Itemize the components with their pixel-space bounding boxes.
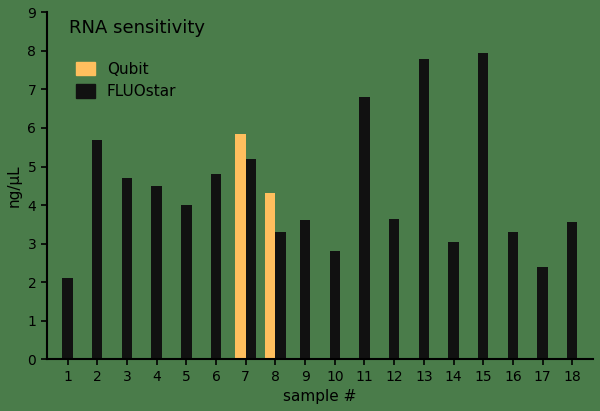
Bar	[275, 232, 286, 359]
Text: RNA sensitivity: RNA sensitivity	[68, 19, 205, 37]
X-axis label: sample #: sample #	[283, 389, 356, 404]
Bar	[538, 267, 548, 359]
Y-axis label: ng/μL: ng/μL	[7, 164, 22, 207]
Bar	[329, 251, 340, 359]
Bar	[567, 222, 577, 359]
Bar	[448, 242, 459, 359]
Bar	[151, 186, 162, 359]
Bar	[419, 59, 429, 359]
Bar	[389, 219, 400, 359]
Bar	[62, 278, 73, 359]
Bar	[508, 232, 518, 359]
Bar	[478, 53, 488, 359]
Bar	[300, 220, 310, 359]
Bar	[246, 159, 256, 359]
Bar	[92, 140, 103, 359]
Legend: Qubit, FLUOstar: Qubit, FLUOstar	[76, 62, 176, 99]
Bar	[235, 134, 246, 359]
Bar	[359, 97, 370, 359]
Bar	[211, 174, 221, 359]
Bar	[181, 205, 191, 359]
Bar	[265, 194, 275, 359]
Bar	[122, 178, 132, 359]
